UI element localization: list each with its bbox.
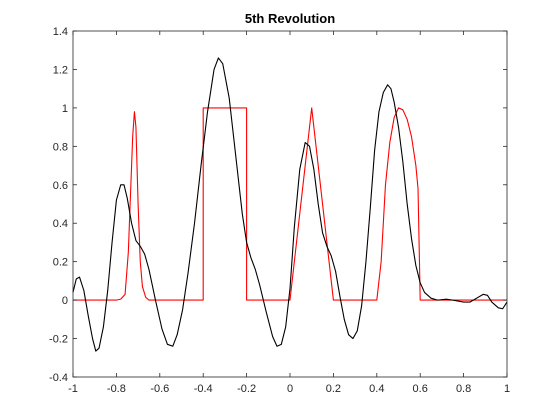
y-tick-label: 0.6 — [53, 180, 68, 192]
y-tick-label: 0.2 — [53, 257, 68, 269]
axes-layer: -1 -0.8 -0.6 -0.4 -0.2 0 0.2 0.4 0.6 0.8 1 -0.4 -0.2… — [49, 26, 510, 395]
y-tick-label: 1.2 — [53, 64, 68, 76]
series-line-0 — [73, 107, 507, 301]
series-line-1 — [72, 57, 508, 352]
x-tick-label: -1 — [68, 383, 78, 395]
x-tick-label: -0.2 — [237, 383, 256, 395]
series-layer — [72, 57, 508, 352]
y-tick-label: 0.4 — [53, 218, 68, 230]
plot-area — [73, 31, 507, 377]
x-tick-label: -0.6 — [150, 383, 169, 395]
x-tick-label: -0.4 — [194, 383, 213, 395]
y-tick-label: -0.4 — [49, 372, 68, 384]
chart-title: 5th Revolution — [245, 11, 335, 26]
y-tick-label: 1.4 — [53, 26, 68, 38]
x-tick-label: -0.8 — [107, 383, 126, 395]
x-tick-label: 0.4 — [369, 383, 384, 395]
x-tick-label: 0.8 — [456, 383, 471, 395]
x-tick-label: 0.2 — [326, 383, 341, 395]
x-tick-label: 0 — [287, 383, 293, 395]
y-tick-label: -0.2 — [49, 334, 68, 346]
x-tick-label: 0.6 — [413, 383, 428, 395]
y-tick-label: 1 — [62, 103, 68, 115]
y-tick-label: 0 — [62, 295, 68, 307]
x-tick-label: 1 — [504, 383, 510, 395]
y-tick-label: 0.8 — [53, 141, 68, 153]
